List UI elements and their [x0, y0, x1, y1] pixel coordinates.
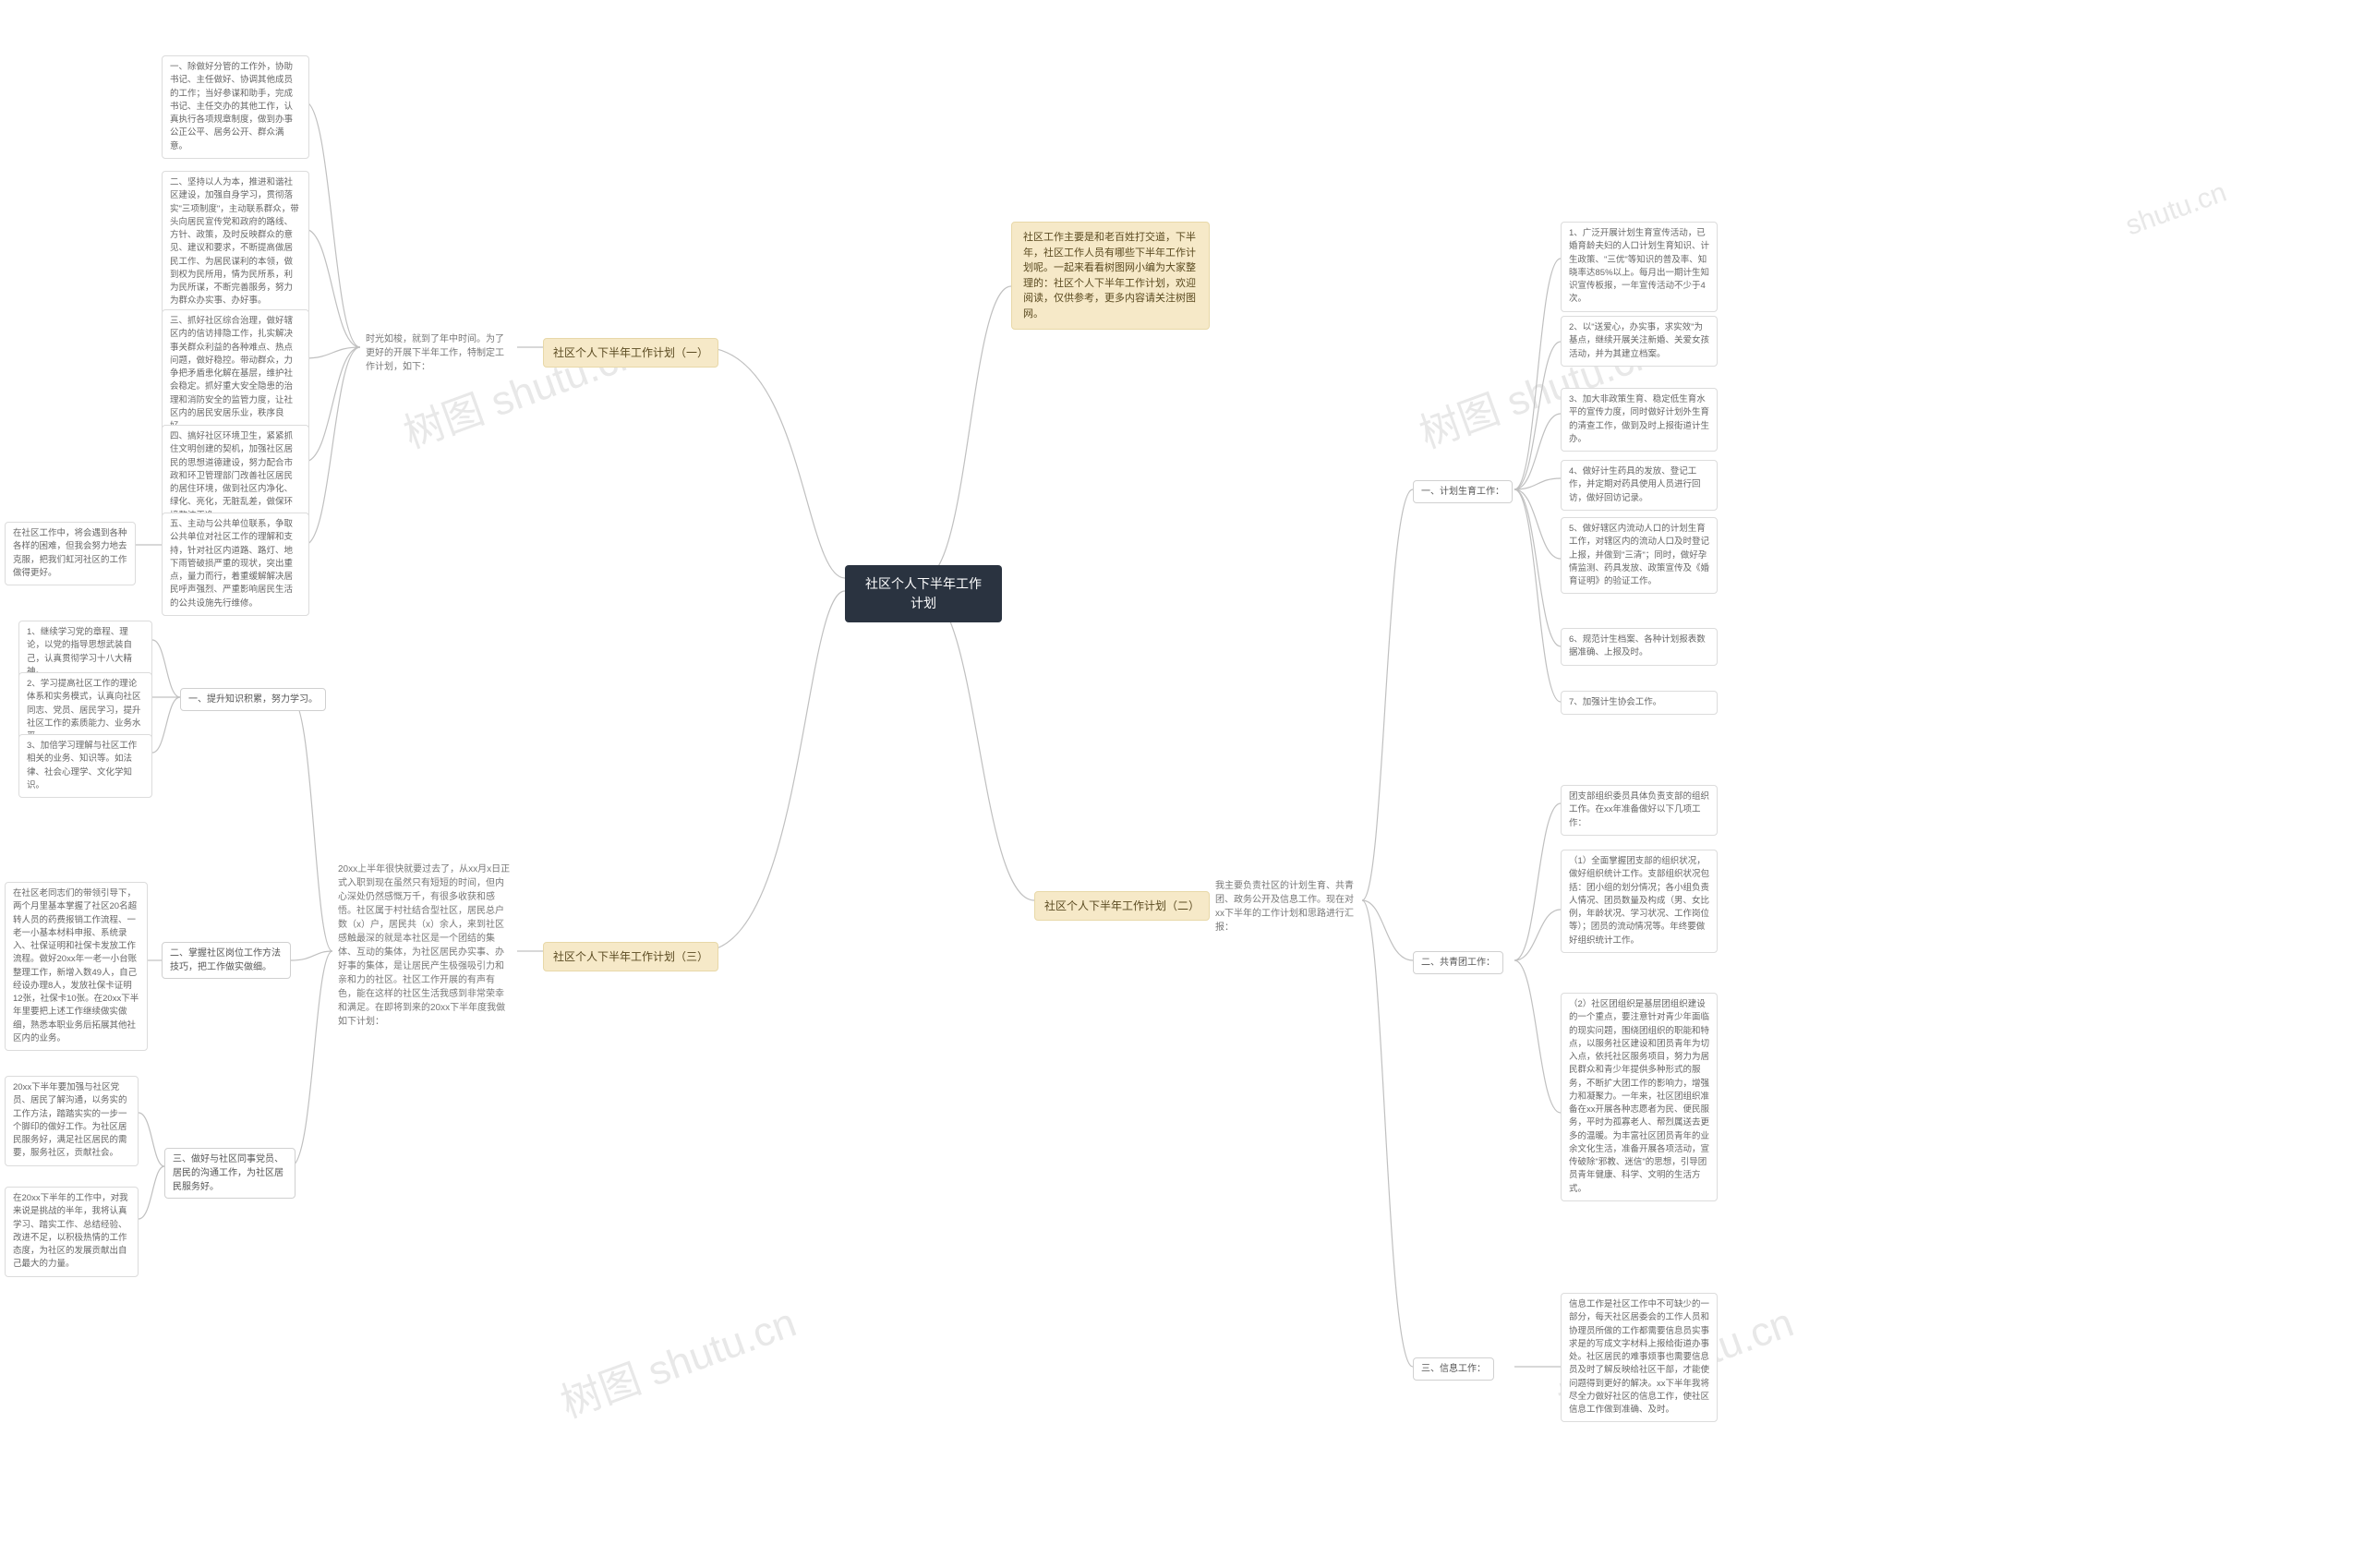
- b2-sub-2: 二、共青团工作：: [1413, 951, 1503, 974]
- section-b2: 社区个人下半年工作计划（二）: [1034, 891, 1210, 921]
- b1-desc: 时光如梭，就到了年中时间。为了更好的开展下半年工作，特制定工作计划，如下：: [360, 329, 517, 378]
- b2-s1-item-7: 7、加强计生协会工作。: [1561, 691, 1718, 715]
- b1-item-2: 二、坚持以人为本，推进和谐社区建设，加强自身学习，贯彻落实"三项制度"，主动联系…: [162, 171, 309, 314]
- b3-sub-3: 三、做好与社区同事党员、居民的沟通工作，为社区居民服务好。: [164, 1148, 296, 1199]
- b2-s1-item-3: 3、加大非政策生育、稳定低生育水平的宣传力度，同时做好计划外生育的清查工作，做到…: [1561, 388, 1718, 452]
- b3-s3-item-2: 在20xx下半年的工作中，对我来说是挑战的半年，我将认真学习、踏实工作、总结经验…: [5, 1187, 139, 1277]
- b2-sub-3: 三、信息工作：: [1413, 1357, 1494, 1381]
- section-b1: 社区个人下半年工作计划（一）: [543, 338, 718, 368]
- b1-conclusion: 在社区工作中，将会遇到各种各样的困难，但我会努力地去克服，把我们虹河社区的工作做…: [5, 522, 136, 585]
- b2-s2-item-1: （1）全面掌握团支部的组织状况，做好组织统计工作。支部组织状况包括：团小组的划分…: [1561, 850, 1718, 953]
- b2-s1-item-1: 1、广泛开展计划生育宣传活动，已婚育龄夫妇的人口计划生育知识、计生政策、"三优"…: [1561, 222, 1718, 312]
- watermark: 树图 shutu.cn: [551, 1289, 802, 1429]
- watermark: shutu.cn: [2122, 177, 2231, 243]
- b1-item-3: 三、抓好社区综合治理，做好辖区内的信访排隐工作，扎实解决事关群众利益的各种难点、…: [162, 309, 309, 439]
- b2-s1-item-5: 5、做好辖区内流动人口的计划生育工作，对辖区内的流动人口及时登记上报，并做到"三…: [1561, 517, 1718, 594]
- b3-sub-2: 二、掌握社区岗位工作方法技巧，把工作做实做细。: [162, 942, 291, 979]
- b1-item-1: 一、除做好分管的工作外，协助书记、主任做好、协调其他成员的工作；当好参谋和助手，…: [162, 55, 309, 159]
- intro-node: 社区工作主要是和老百姓打交道，下半年，社区工作人员有哪些下半年工作计划呢。一起来…: [1011, 222, 1210, 330]
- b2-s2-intro: 团支部组织委员具体负责支部的组织工作。在xx年准备做好以下几项工作：: [1561, 785, 1718, 836]
- b3-s1-item-3: 3、加倍学习理解与社区工作相关的业务、知识等。如法律、社会心理学、文化学知识。: [18, 734, 152, 798]
- b2-sub-1: 一、计划生育工作：: [1413, 480, 1513, 503]
- b3-s3-item-1: 20xx下半年要加强与社区党员、居民了解沟通，以务实的工作方法，踏踏实实的一步一…: [5, 1076, 139, 1166]
- b2-s1-item-4: 4、做好计生药具的发放、登记工作，并定期对药具使用人员进行回访，做好回访记录。: [1561, 460, 1718, 511]
- b1-item-5: 五、主动与公共单位联系，争取公共单位对社区工作的理解和支持，针对社区内道路、路灯…: [162, 513, 309, 616]
- b2-s3-item-1: 信息工作是社区工作中不可缺少的一部分，每天社区居委会的工作人员和协理员所做的工作…: [1561, 1293, 1718, 1422]
- b3-desc: 20xx上半年很快就要过去了，从xx月x日正式入职到现在虽然只有短短的时间，但内…: [332, 859, 517, 1032]
- b2-s1-item-6: 6、规范计生档案、各种计划报表数据准确、上报及时。: [1561, 628, 1718, 666]
- b3-s2-item-1: 在社区老同志们的带领引导下，两个月里基本掌握了社区20名超转人员的药费报销工作流…: [5, 882, 148, 1051]
- b3-sub-1: 一、提升知识积累，努力学习。: [180, 688, 326, 711]
- b2-s1-item-2: 2、以"送爱心，办实事，求实效"为基点，继续开展关注新婚、关爱女孩活动，并为其建…: [1561, 316, 1718, 367]
- b2-desc: 我主要负责社区的计划生育、共青团、政务公开及信息工作。现在对xx下半年的工作计划…: [1210, 875, 1362, 938]
- root-node: 社区个人下半年工作计划: [845, 565, 1002, 622]
- b2-s2-item-2: （2）社区团组织是基层团组织建设的一个重点，要注意针对青少年面临的现实问题，围绕…: [1561, 993, 1718, 1201]
- section-b3: 社区个人下半年工作计划（三）: [543, 942, 718, 971]
